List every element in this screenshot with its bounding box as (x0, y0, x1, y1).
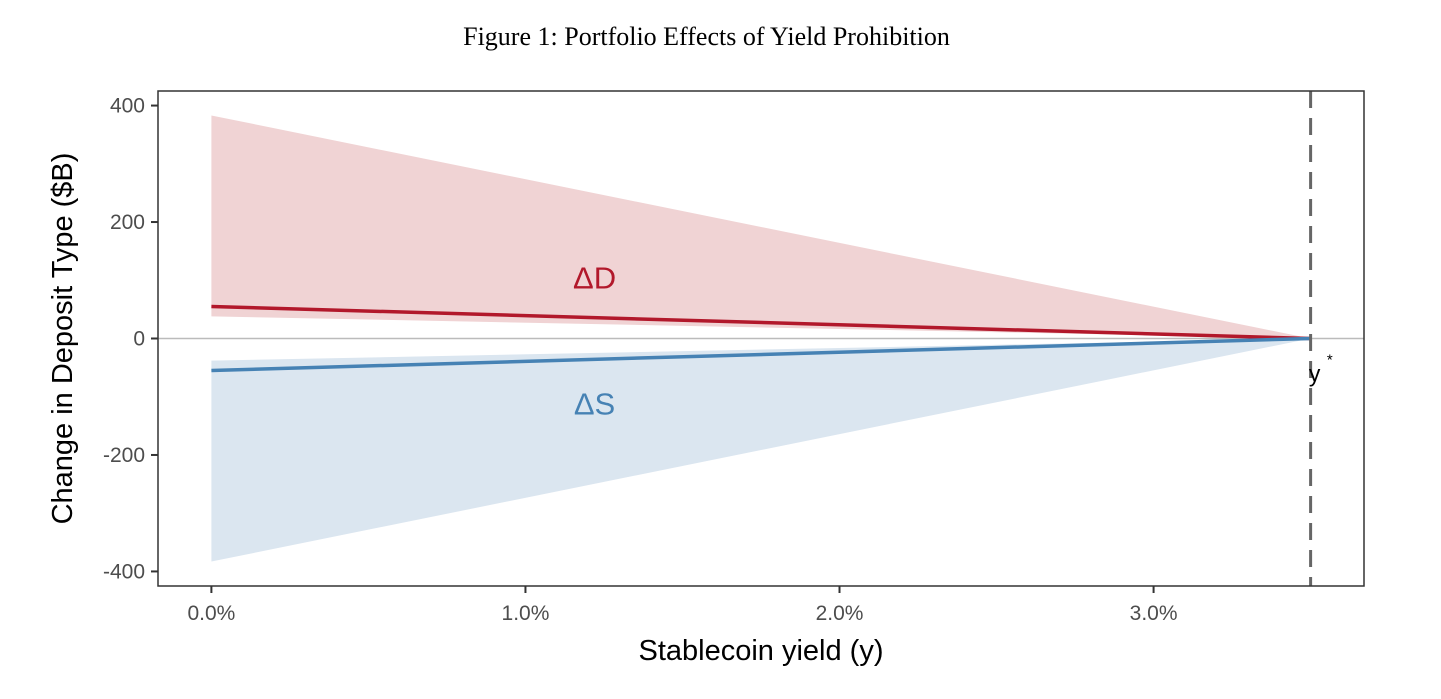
y-star-superscript: * (1327, 352, 1333, 369)
x-axis-label: Stablecoin yield (y) (639, 635, 884, 667)
band-stablecoins (211, 338, 1311, 562)
y-tick-label: 400 (110, 95, 145, 118)
y-tick-label: 0 (133, 328, 145, 351)
series-label: ΔD (573, 260, 616, 295)
figure-title: Figure 1: Portfolio Effects of Yield Pro… (463, 22, 950, 51)
y-tick-label: -200 (103, 444, 145, 467)
series-line-stablecoins (211, 336, 1311, 373)
x-tick-label: 0.0% (187, 602, 235, 625)
series-line-deposits (211, 304, 1311, 341)
band-deposits (211, 115, 1311, 339)
x-tick-label: 1.0% (502, 602, 550, 625)
series-label: ΔS (574, 387, 615, 422)
y-tick-label: -400 (103, 560, 145, 583)
y-tick-label: 200 (110, 211, 145, 234)
x-tick-label: 2.0% (816, 602, 864, 625)
y-axis-label: Change in Deposit Type ($B) (47, 153, 79, 525)
y-star-label: y (1309, 361, 1321, 387)
x-tick-label: 3.0% (1130, 602, 1178, 625)
